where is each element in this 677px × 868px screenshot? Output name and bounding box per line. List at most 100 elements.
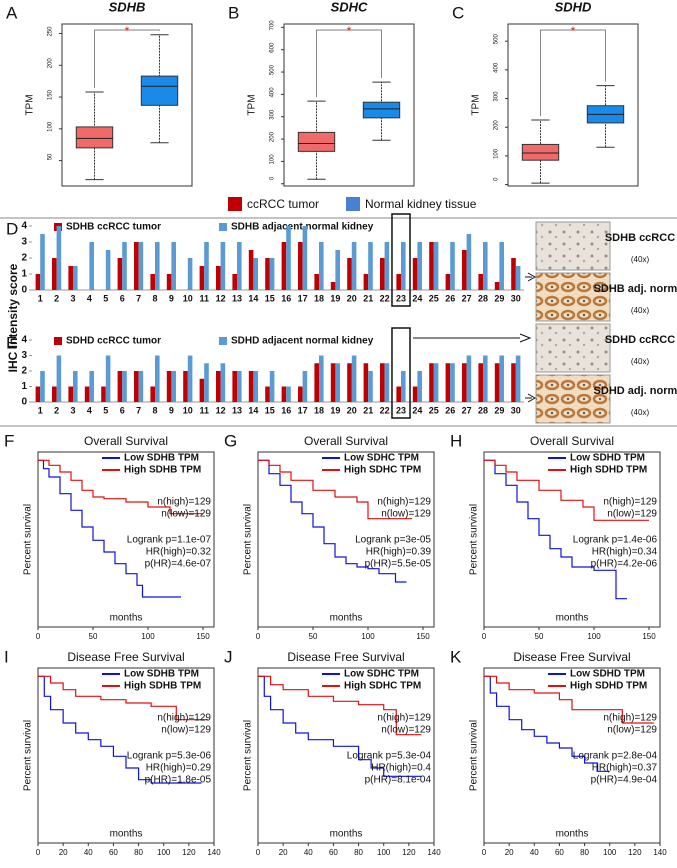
x-tick-label: 17	[298, 293, 308, 303]
x-tick-label: 40	[84, 848, 93, 857]
x-tick-label: 27	[462, 405, 472, 415]
box	[140, 75, 179, 106]
annotation: HR(high)=0.4	[371, 763, 431, 774]
ihc-magnification: (40x)	[631, 306, 650, 315]
bar	[483, 355, 488, 402]
x-tick-label: 16	[281, 405, 291, 415]
bar	[286, 226, 291, 290]
x-tick-label: 150	[196, 632, 210, 641]
bar	[237, 371, 242, 402]
bar	[117, 371, 123, 402]
x-tick-label: 100	[603, 848, 617, 857]
y-tick-label: 3	[21, 350, 27, 361]
y-tick-label: 100	[494, 148, 500, 159]
bar	[396, 274, 401, 290]
bar	[248, 250, 254, 290]
x-tick-label: 11	[199, 405, 209, 415]
chart-title: Overall Survival	[304, 434, 388, 448]
bar	[166, 274, 172, 290]
annotation: Logrank p=1.4e-06	[573, 535, 658, 546]
annotation: Logrank p=3e-05	[355, 535, 431, 546]
y-tick-label: 700	[270, 20, 276, 31]
bar	[412, 258, 418, 290]
bar	[462, 363, 467, 402]
x-tick-label: 20	[279, 848, 288, 857]
y-tick-label: 500	[270, 64, 276, 75]
bar	[237, 242, 242, 290]
x-tick-label: 150	[642, 632, 656, 641]
legend-label: High SDHB TPM	[124, 465, 201, 476]
bar	[52, 386, 57, 402]
annotation: n(high)=129	[157, 713, 211, 724]
bar	[412, 386, 418, 402]
annotation: p(HR)=5.5e-05	[365, 559, 432, 570]
legend-label: SDHD adjacent normal kidney	[231, 336, 374, 347]
legend-swatch	[346, 197, 360, 211]
y-tick-label: 400	[494, 62, 500, 73]
ihc-label: SDHD ccRCC	[605, 334, 675, 346]
panel-letter: C	[452, 3, 464, 22]
y-axis-label: Percent survival	[243, 504, 254, 575]
chart-title: Overall Survival	[84, 434, 168, 448]
legend-label: High SDHD TPM	[570, 465, 647, 476]
y-tick-label: 600	[270, 42, 276, 53]
legend-label: Low SDHD TPM	[570, 453, 645, 464]
bar	[319, 242, 324, 290]
annotation: n(low)=129	[381, 509, 431, 520]
x-tick-label: 27	[462, 293, 472, 303]
annotation: HR(high)=0.29	[146, 763, 212, 774]
x-tick-label: 12	[216, 405, 226, 415]
bar	[253, 371, 258, 402]
x-tick-label: 30	[511, 405, 521, 415]
x-tick-label: 140	[427, 848, 441, 857]
x-tick-label: 150	[416, 632, 430, 641]
x-tick-label: 26	[445, 293, 455, 303]
legend-label: High SDHC TPM	[344, 681, 421, 692]
survival-curve	[258, 675, 422, 777]
bar	[302, 371, 308, 402]
panel-letter: K	[450, 647, 462, 666]
chart-title: Disease Free Survival	[513, 650, 630, 664]
y-tick-label: 2	[21, 366, 27, 377]
ihc-label: SDHB ccRCC	[605, 232, 675, 244]
annotation: p(HR)=8.1e-04	[365, 775, 432, 786]
x-tick-label: 6	[120, 293, 125, 303]
bar	[40, 371, 45, 402]
bar	[150, 386, 155, 402]
bar	[35, 386, 41, 402]
annotation: n(low)=129	[607, 509, 657, 520]
bar	[269, 371, 275, 402]
x-axis-label: months	[556, 829, 589, 840]
bar	[368, 371, 373, 402]
bar	[220, 363, 226, 402]
annotation: p(HR)=4.2e-06	[591, 559, 658, 570]
survival-curve	[38, 459, 203, 515]
x-axis-label: months	[330, 613, 363, 624]
y-axis-label: IHC Intensity score	[6, 263, 20, 372]
annotation: Logrank p=1.1e-07	[127, 535, 212, 546]
x-axis-label: months	[556, 613, 589, 624]
bar	[199, 378, 205, 402]
bar	[232, 371, 237, 402]
y-axis-label: TPM	[25, 94, 36, 115]
x-tick-label: 2	[54, 293, 59, 303]
bar	[494, 363, 500, 402]
legend-label: High SDHB TPM	[124, 681, 201, 692]
plot-frame	[483, 667, 661, 844]
bar	[450, 363, 455, 402]
bar	[347, 363, 352, 402]
plot-frame	[483, 451, 661, 628]
bar	[417, 242, 422, 290]
x-tick-label: 50	[309, 632, 318, 641]
x-tick-label: 11	[199, 293, 209, 303]
bar	[351, 355, 357, 402]
x-tick-label: 100	[377, 848, 391, 857]
bar	[363, 363, 369, 402]
x-tick-label: 2	[54, 405, 59, 415]
bar	[204, 363, 209, 402]
significance-bracket	[540, 29, 606, 117]
annotation: HR(high)=0.37	[592, 763, 658, 774]
arrow	[525, 272, 537, 282]
x-tick-label: 50	[89, 632, 98, 641]
annotation: n(low)=129	[161, 725, 211, 736]
